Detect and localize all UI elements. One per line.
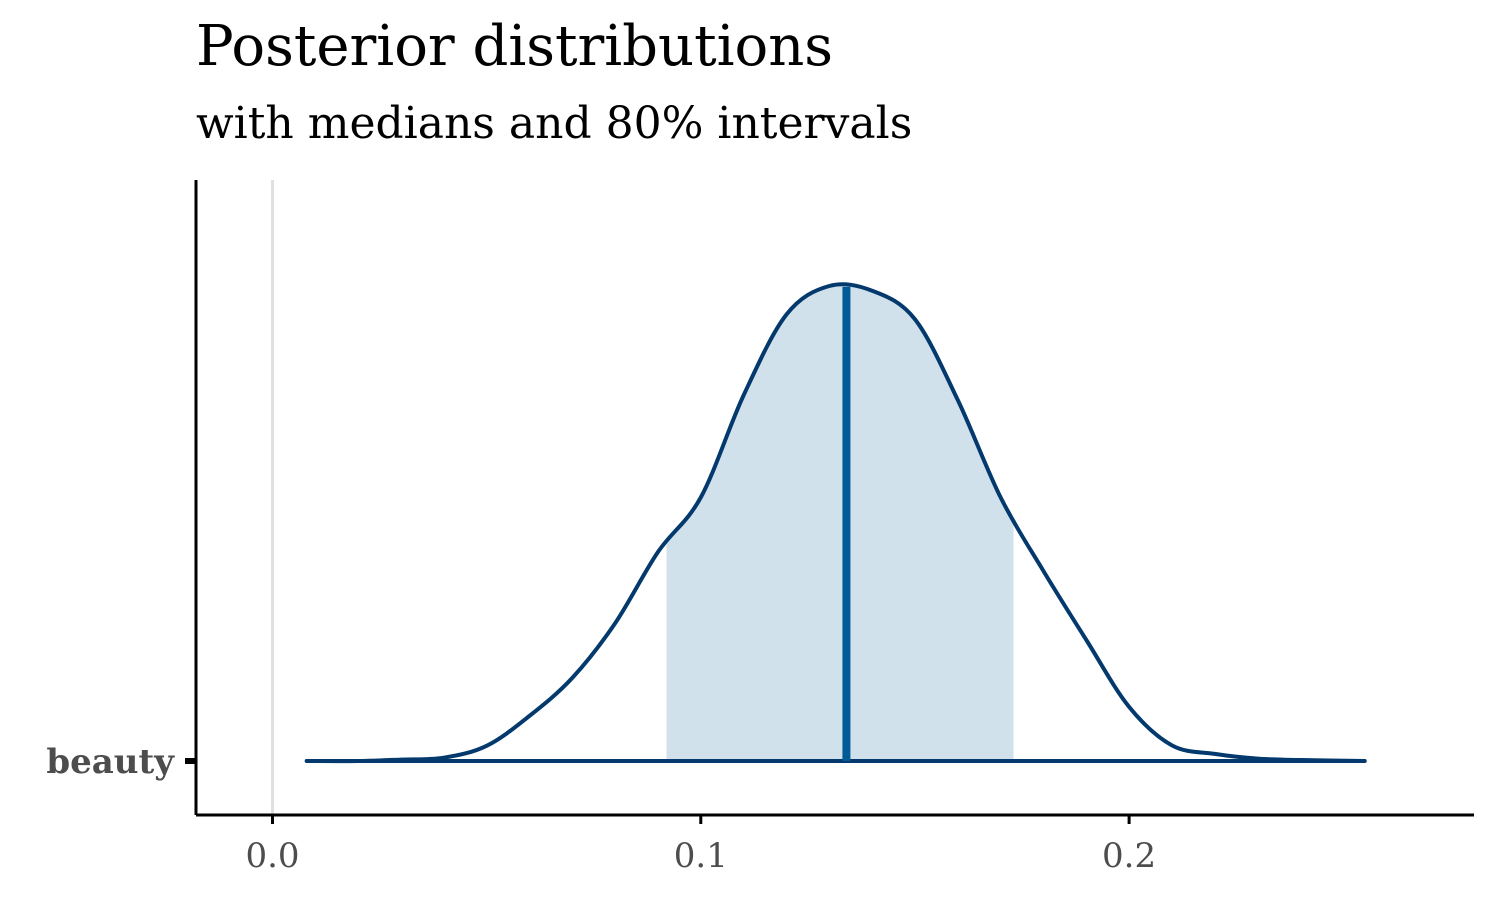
- x-tick-label: 0.1: [674, 836, 728, 876]
- x-tick-label: 0.0: [245, 836, 299, 876]
- interval-80-area: [666, 284, 1014, 761]
- x-tick-label: 0.2: [1102, 836, 1156, 876]
- x-axis-ticks: 0.0 0.1 0.2: [245, 815, 1156, 876]
- y-category-label: beauty: [46, 742, 175, 782]
- density-curve: [304, 282, 1367, 764]
- y-axis-ticks: beauty: [46, 742, 196, 782]
- chart-title: Posterior distributions: [196, 14, 833, 79]
- chart-subtitle: with medians and 80% intervals: [196, 98, 913, 149]
